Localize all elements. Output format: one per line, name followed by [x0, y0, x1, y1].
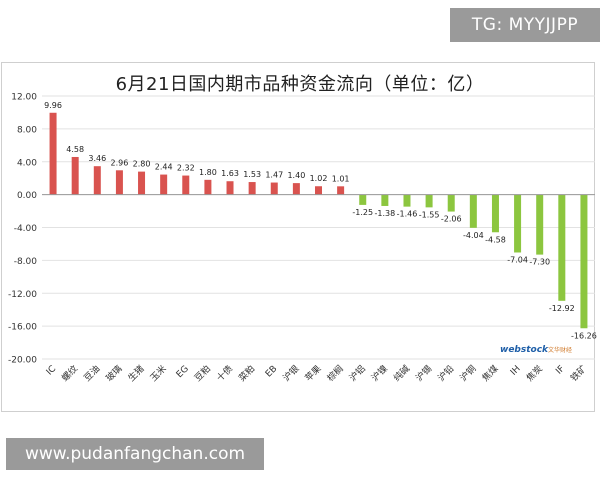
- data-label: 1.40: [287, 171, 305, 180]
- x-tick-label: IC: [45, 364, 58, 377]
- data-label: -7.04: [507, 255, 528, 264]
- bar: [115, 170, 123, 195]
- x-tick-label: 焦煤: [479, 363, 500, 384]
- bar: [315, 186, 322, 195]
- data-label: -1.25: [352, 208, 373, 217]
- bar: [160, 174, 168, 195]
- x-tick-label: IH: [509, 364, 523, 378]
- bar: [226, 181, 234, 195]
- x-tick-label: EB: [264, 364, 279, 379]
- data-label: 2.44: [155, 163, 173, 172]
- x-tick-label: 玉米: [148, 363, 169, 384]
- bar: [71, 156, 79, 195]
- y-tick-label: 8.00: [17, 125, 37, 135]
- y-tick-label: 12.00: [11, 93, 37, 103]
- bar: [248, 182, 256, 195]
- bar: [381, 194, 389, 206]
- x-tick-label: 沪锡: [413, 363, 434, 384]
- bar: [359, 194, 367, 205]
- data-label: -1.38: [375, 209, 396, 218]
- data-label: -1.46: [397, 210, 418, 219]
- data-label: 2.32: [177, 164, 195, 173]
- x-tick-label: 纯碱: [391, 363, 412, 384]
- x-tick-label: 沪铅: [435, 363, 456, 384]
- data-label: -16.26: [571, 331, 597, 340]
- y-tick-label: -16.00: [8, 323, 37, 333]
- data-label: -4.58: [485, 235, 506, 244]
- chart-title: 6月21日国内期市品种资金流向（单位：亿）: [115, 74, 485, 95]
- data-label: 1.47: [265, 171, 283, 180]
- bar: [447, 194, 455, 212]
- x-tick-label: 生猪: [125, 363, 146, 384]
- y-tick-label: -4.00: [14, 224, 38, 234]
- x-tick-label: 沪银: [280, 363, 301, 384]
- bar: [93, 166, 101, 195]
- data-label: -2.06: [441, 215, 462, 224]
- x-tick-label: 沪铜: [457, 363, 478, 384]
- bar: [270, 182, 278, 195]
- y-tick-label: -12.00: [8, 290, 37, 300]
- data-label: 4.58: [66, 145, 84, 154]
- data-label: 1.01: [332, 174, 350, 183]
- data-label: 1.63: [221, 169, 239, 178]
- bar: [469, 194, 477, 228]
- x-tick-label: 沪铝: [347, 363, 368, 384]
- x-tick-label: 豆粕: [192, 363, 213, 384]
- tg-badge: TG: MYYJJPP: [450, 8, 600, 42]
- x-tick-label: 十债: [214, 363, 235, 384]
- data-label: 2.80: [133, 160, 151, 169]
- x-tick-label: 菜粕: [236, 363, 257, 384]
- y-tick-label: -20.00: [8, 356, 37, 366]
- x-tick-label: EG: [175, 364, 191, 380]
- data-label: 3.46: [88, 154, 106, 163]
- bar: [580, 194, 588, 329]
- watermark-logo: webstock: [500, 345, 549, 355]
- website-badge: www.pudanfangchan.com: [6, 438, 264, 470]
- bar: [49, 112, 57, 195]
- y-tick-label: 0.00: [17, 191, 37, 201]
- x-tick-label: 豆油: [81, 363, 102, 384]
- x-tick-label: 棕榈: [325, 363, 346, 384]
- bar: [182, 175, 190, 195]
- x-tick-label: 玻璃: [103, 363, 124, 384]
- bar: [491, 194, 499, 233]
- bar: [514, 194, 522, 253]
- data-label: 2.96: [111, 158, 129, 167]
- data-label: 1.80: [199, 168, 217, 177]
- data-label: -1.55: [419, 210, 440, 219]
- bar: [558, 194, 566, 301]
- data-label: 9.96: [44, 101, 62, 110]
- data-label: -7.30: [529, 258, 550, 267]
- bar: [425, 194, 433, 208]
- x-tick-label: 焦炭: [524, 363, 545, 384]
- x-tick-label: 沪镍: [369, 363, 390, 384]
- x-tick-label: IF: [554, 364, 567, 377]
- data-label: 1.53: [243, 170, 261, 179]
- chart-frame: [1, 62, 595, 412]
- data-label: -4.04: [463, 231, 484, 240]
- watermark-logo-sub: 文华财经: [548, 346, 572, 354]
- bar: [337, 186, 345, 195]
- bar: [204, 179, 212, 195]
- bar: [292, 183, 300, 195]
- data-label: -12.92: [549, 304, 575, 313]
- x-tick-label: 螺纹: [59, 363, 80, 384]
- x-tick-label: 苹果: [302, 363, 323, 384]
- y-tick-label: 4.00: [17, 158, 37, 168]
- bar: [403, 194, 411, 207]
- y-tick-label: -8.00: [14, 257, 38, 267]
- x-tick-label: 铁矿: [568, 363, 589, 384]
- bar: [138, 171, 146, 195]
- data-label: 1.02: [310, 174, 328, 183]
- bar: [536, 194, 544, 255]
